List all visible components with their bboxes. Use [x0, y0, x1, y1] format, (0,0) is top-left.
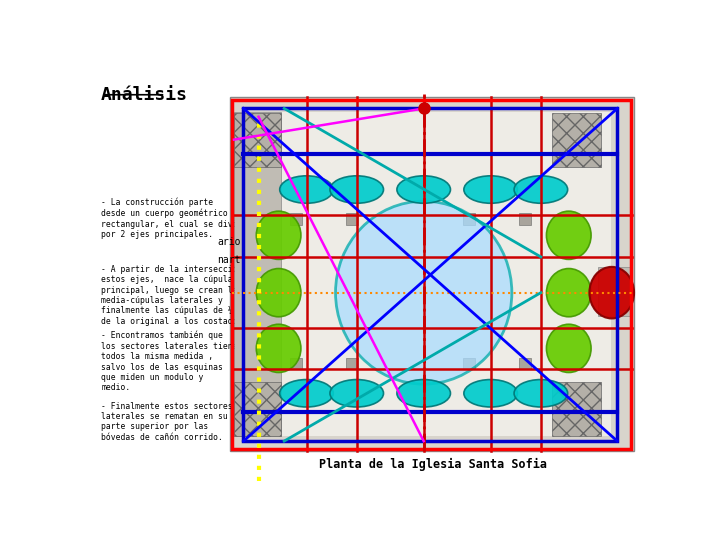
Bar — [249, 112, 611, 436]
Ellipse shape — [330, 380, 384, 407]
Ellipse shape — [280, 176, 333, 203]
Ellipse shape — [546, 324, 591, 373]
Ellipse shape — [256, 268, 301, 317]
Text: - La construcción parte
desde un cuerpo geométrico
rectangular, el cual se divid: - La construcción parte desde un cuerpo … — [101, 198, 248, 239]
Bar — [234, 113, 282, 167]
Text: ario: ario — [217, 237, 240, 247]
Text: - Finalmente estos sectores
laterales se rematan en su
parte superior por las
bó: - Finalmente estos sectores laterales se… — [101, 402, 233, 442]
Ellipse shape — [464, 176, 518, 203]
Ellipse shape — [280, 380, 333, 407]
Ellipse shape — [514, 176, 567, 203]
Bar — [346, 213, 358, 225]
Ellipse shape — [546, 268, 591, 317]
Bar — [234, 112, 282, 436]
Bar — [233, 100, 631, 449]
Bar — [289, 213, 302, 225]
Bar — [463, 213, 475, 225]
Bar — [346, 357, 358, 369]
Ellipse shape — [590, 267, 634, 319]
Bar — [598, 267, 632, 316]
Text: nart: nart — [217, 255, 240, 265]
Ellipse shape — [256, 211, 301, 259]
Ellipse shape — [336, 201, 512, 384]
Bar — [243, 109, 617, 441]
Ellipse shape — [514, 380, 567, 407]
Bar — [518, 213, 531, 225]
Ellipse shape — [397, 380, 451, 407]
Ellipse shape — [464, 380, 518, 407]
Text: - A partir de la intersección se
estos ejes,  nace la cúpula
principal, luego se: - A partir de la intersección se estos e… — [101, 265, 257, 326]
Bar — [518, 357, 531, 369]
Bar — [463, 357, 475, 369]
Bar — [552, 382, 601, 436]
Bar — [289, 357, 302, 369]
Ellipse shape — [546, 211, 591, 259]
Text: Planta de la Iglesia Santa Sofia: Planta de la Iglesia Santa Sofia — [319, 458, 547, 471]
Bar — [552, 113, 601, 167]
Ellipse shape — [330, 176, 384, 203]
Text: - Encontramos también que
los sectores laterales tienen
todos la misma medida ,
: - Encontramos también que los sectores l… — [101, 331, 243, 393]
Ellipse shape — [256, 324, 301, 373]
Ellipse shape — [397, 176, 451, 203]
Text: Análisis: Análisis — [101, 85, 188, 104]
Bar — [230, 97, 634, 451]
Bar — [234, 382, 282, 436]
